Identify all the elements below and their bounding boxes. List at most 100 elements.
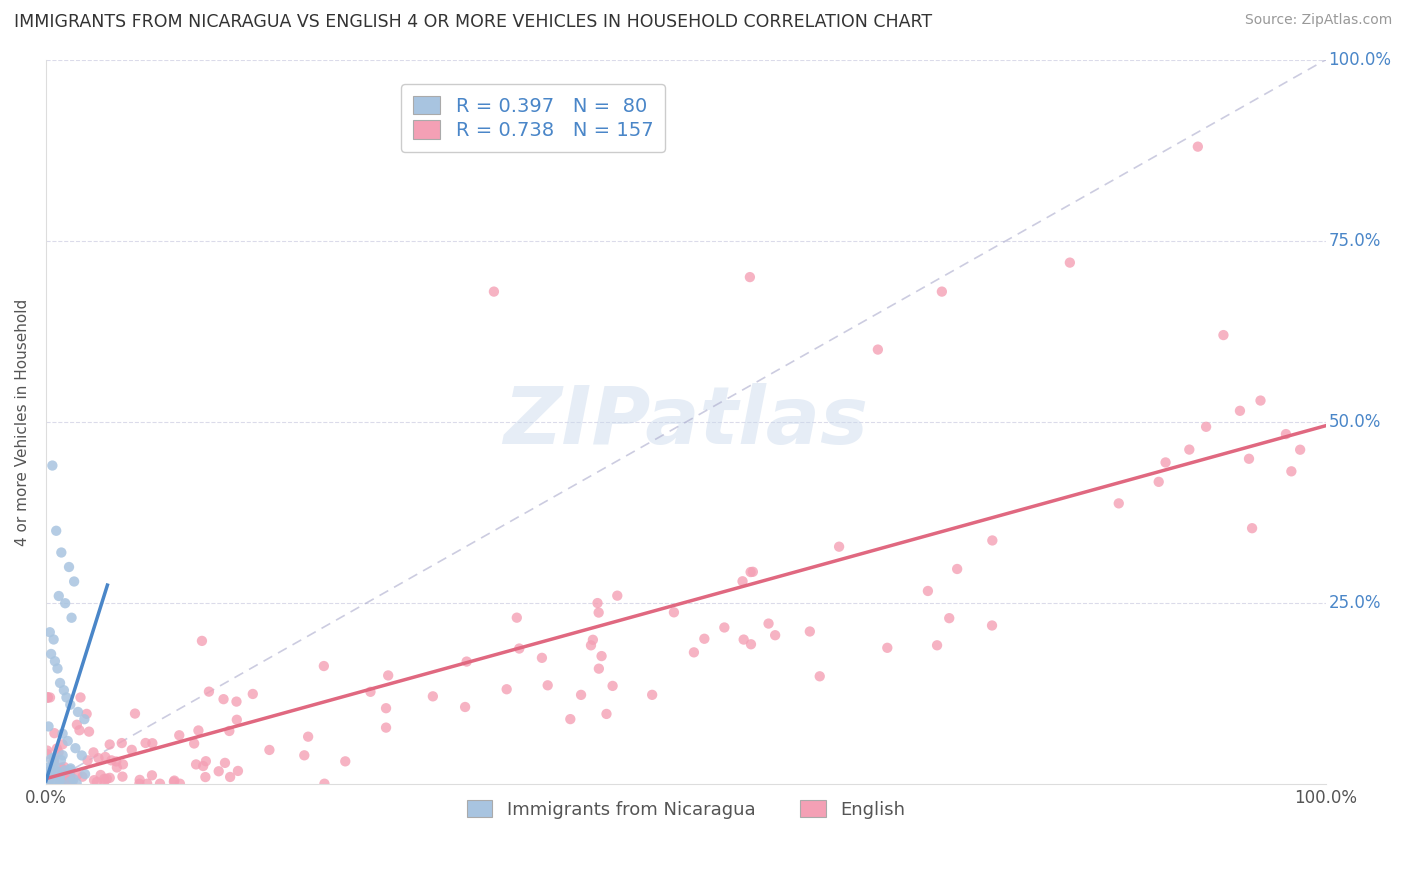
Point	[662, 605, 685, 619]
Point	[1241, 521, 1264, 535]
Point	[94, 750, 117, 764]
Point	[169, 777, 191, 791]
Point	[530, 650, 553, 665]
Point	[38, 625, 60, 640]
Point	[105, 755, 128, 769]
Point	[456, 655, 478, 669]
Point	[606, 589, 628, 603]
Point	[42, 632, 65, 647]
Point	[45, 764, 67, 779]
Point	[508, 641, 530, 656]
Point	[38, 774, 60, 789]
Point	[163, 774, 186, 789]
Point	[1229, 404, 1251, 418]
Point	[49, 770, 72, 784]
Point	[52, 737, 75, 751]
Point	[808, 669, 831, 683]
Point	[876, 640, 898, 655]
Point	[37, 761, 59, 775]
Point	[38, 719, 60, 733]
Point	[1187, 139, 1209, 153]
Point	[579, 638, 602, 652]
Point	[1108, 496, 1130, 510]
Point	[377, 668, 399, 682]
Point	[56, 765, 79, 780]
Point	[42, 767, 65, 781]
Point	[741, 565, 763, 579]
Point	[49, 769, 72, 783]
Point	[41, 773, 63, 788]
Point	[41, 772, 63, 787]
Point	[44, 759, 66, 773]
Point	[46, 661, 69, 675]
Point	[37, 771, 59, 785]
Point	[100, 753, 122, 767]
Point	[981, 618, 1004, 632]
Point	[49, 777, 72, 791]
Point	[37, 777, 59, 791]
Point	[59, 763, 82, 777]
Point	[738, 270, 761, 285]
Point	[218, 723, 240, 738]
Point	[53, 760, 76, 774]
Point	[48, 589, 70, 603]
Point	[38, 771, 60, 785]
Text: 25.0%: 25.0%	[1329, 594, 1381, 612]
Point	[72, 770, 94, 784]
Text: 100.0%: 100.0%	[1329, 51, 1392, 69]
Point	[693, 632, 716, 646]
Point	[41, 766, 63, 780]
Point	[335, 755, 357, 769]
Point	[86, 775, 108, 789]
Point	[66, 705, 89, 719]
Point	[37, 772, 59, 787]
Point	[41, 763, 63, 777]
Point	[49, 753, 72, 767]
Point	[44, 726, 66, 740]
Point	[37, 776, 59, 790]
Point	[226, 764, 249, 778]
Point	[49, 772, 72, 787]
Point	[194, 770, 217, 784]
Point	[136, 777, 159, 791]
Point	[38, 773, 60, 788]
Point	[59, 698, 82, 712]
Point	[41, 766, 63, 780]
Point	[93, 775, 115, 789]
Point	[82, 745, 104, 759]
Point	[65, 741, 87, 756]
Point	[66, 776, 89, 790]
Point	[59, 761, 82, 775]
Point	[93, 772, 115, 786]
Point	[62, 772, 84, 786]
Point	[37, 747, 59, 761]
Point	[70, 748, 93, 763]
Point	[44, 654, 66, 668]
Point	[191, 633, 214, 648]
Point	[141, 768, 163, 782]
Point	[37, 690, 59, 705]
Point	[42, 755, 65, 769]
Point	[184, 757, 207, 772]
Point	[58, 772, 80, 787]
Text: 50.0%: 50.0%	[1329, 413, 1381, 431]
Point	[38, 773, 60, 788]
Point	[641, 688, 664, 702]
Point	[740, 637, 762, 651]
Point	[292, 748, 315, 763]
Point	[128, 777, 150, 791]
Y-axis label: 4 or more Vehicles in Household: 4 or more Vehicles in Household	[15, 299, 30, 546]
Point	[83, 773, 105, 788]
Point	[44, 772, 66, 786]
Point	[208, 764, 231, 779]
Point	[259, 743, 281, 757]
Point	[314, 777, 336, 791]
Point	[537, 678, 560, 692]
Point	[359, 685, 381, 699]
Point	[740, 565, 762, 579]
Text: Source: ZipAtlas.com: Source: ZipAtlas.com	[1244, 13, 1392, 28]
Point	[121, 743, 143, 757]
Point	[569, 688, 592, 702]
Point	[141, 736, 163, 750]
Point	[41, 764, 63, 778]
